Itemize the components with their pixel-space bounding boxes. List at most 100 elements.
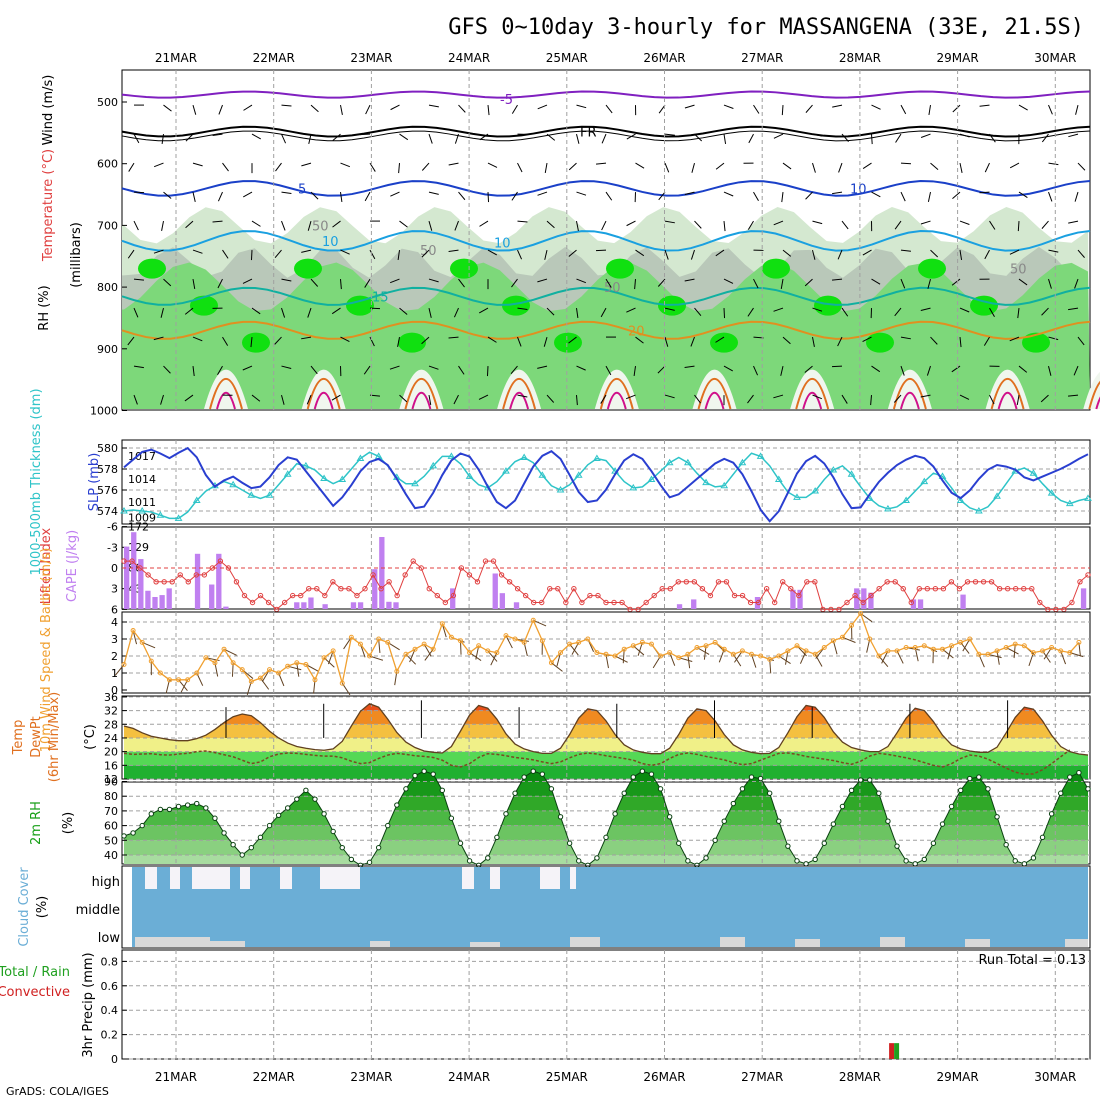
wind-barb bbox=[812, 336, 815, 347]
wind-barb bbox=[398, 163, 400, 174]
wind-barb bbox=[153, 336, 164, 341]
contour-25 bbox=[697, 377, 732, 410]
convective-column bbox=[497, 369, 542, 409]
thickness-point bbox=[702, 478, 710, 486]
lifted-index-point bbox=[555, 586, 561, 592]
rh-point bbox=[712, 837, 718, 843]
rh-point bbox=[466, 858, 473, 864]
wind-speed-point bbox=[839, 634, 845, 640]
wind-barb bbox=[568, 336, 577, 344]
low-cloud-gap bbox=[880, 937, 905, 947]
lifted-index-point bbox=[587, 592, 593, 599]
pressure-tick: 1000 bbox=[90, 405, 118, 418]
wind-speed-point bbox=[130, 628, 136, 633]
wind-speed-point bbox=[457, 638, 463, 644]
thickness-point bbox=[902, 496, 910, 503]
wind-barb bbox=[389, 278, 400, 284]
wind-barb bbox=[428, 104, 439, 108]
lifted-index-point bbox=[852, 592, 858, 599]
contour-label: 10 bbox=[850, 182, 867, 197]
wind-barb bbox=[281, 104, 292, 107]
wind-barb bbox=[576, 308, 579, 319]
wind-speed-point bbox=[630, 643, 636, 649]
contour-30 bbox=[411, 391, 432, 410]
wind-barb bbox=[983, 336, 990, 346]
wind-barb bbox=[163, 104, 172, 112]
temp-label-3: (6hr Min/Max) bbox=[47, 692, 62, 782]
rh-point bbox=[166, 806, 173, 813]
wind-barb bbox=[831, 365, 843, 368]
contour-freezing-2 bbox=[121, 130, 1091, 142]
rh-point bbox=[385, 822, 391, 829]
rh-point bbox=[139, 822, 145, 829]
wind-barb bbox=[454, 220, 459, 231]
wind-barb bbox=[511, 191, 518, 201]
wind-barb bbox=[1040, 394, 1049, 403]
day-label-bottom: 28MAR bbox=[839, 1070, 881, 1084]
convective-column bbox=[594, 369, 639, 409]
lifted-index-line bbox=[124, 560, 1089, 611]
wind-speed-tick: 2 bbox=[111, 650, 118, 663]
high-cloud-gap bbox=[280, 867, 292, 889]
wind-speed-tick: 4 bbox=[111, 616, 118, 629]
wind-barb bbox=[870, 395, 872, 406]
thickness-point bbox=[192, 496, 201, 503]
rh-patch bbox=[450, 258, 478, 279]
wind-speed-line bbox=[123, 612, 1080, 684]
lifted-index-point bbox=[410, 558, 416, 564]
rh-point bbox=[939, 821, 946, 827]
wind-barb bbox=[222, 249, 229, 259]
thickness-point bbox=[574, 471, 583, 478]
wind-barb bbox=[691, 162, 695, 173]
wind-barb bbox=[951, 278, 961, 286]
lifted-index-point bbox=[683, 579, 690, 585]
cape-bar bbox=[372, 569, 378, 609]
wind-barb bbox=[218, 104, 223, 115]
wind-barb bbox=[684, 104, 695, 109]
wind-speed-point bbox=[357, 641, 363, 647]
wind-barb bbox=[251, 220, 261, 227]
temp-band bbox=[124, 710, 1088, 725]
wind-speed-point bbox=[903, 645, 909, 650]
temp-band bbox=[124, 765, 1088, 779]
cloud-level-high: high bbox=[92, 875, 120, 890]
rh-point bbox=[685, 858, 691, 864]
wind-barb bbox=[428, 133, 433, 144]
wind-barb bbox=[576, 220, 579, 231]
cloud-cover-label: Cloud Cover bbox=[17, 867, 32, 947]
wind-speed-point bbox=[194, 670, 200, 676]
wind-barb bbox=[251, 307, 261, 315]
wind-barb bbox=[517, 220, 528, 223]
wind-barb bbox=[871, 365, 881, 373]
wind-barb bbox=[307, 307, 312, 318]
rh-point bbox=[1012, 858, 1018, 864]
wind-speed-point bbox=[967, 636, 973, 642]
lifted-index-point bbox=[611, 599, 617, 606]
rh-point bbox=[203, 805, 209, 811]
lifted-index-point bbox=[892, 579, 898, 585]
wind-speed-point bbox=[294, 660, 300, 666]
lifted-index-point bbox=[1013, 586, 1019, 592]
precip-tick: 0.6 bbox=[101, 980, 119, 993]
lifted-index-point bbox=[298, 592, 304, 599]
contour-30 bbox=[1095, 396, 1100, 410]
lifted-index-point bbox=[643, 599, 649, 606]
low-cloud-gap bbox=[370, 941, 390, 947]
lifted-index-point bbox=[233, 579, 240, 585]
thickness-label: 1000-500mb Thickness (dm) bbox=[29, 388, 44, 575]
rh-tick: 80 bbox=[104, 790, 118, 803]
wind-speed-point bbox=[521, 639, 527, 645]
rh-point bbox=[503, 811, 509, 817]
lifted-index-point bbox=[747, 599, 754, 606]
wind-barb bbox=[310, 365, 318, 375]
precip-legend-total: Total / Rain bbox=[0, 965, 70, 980]
wind-barb bbox=[397, 250, 400, 261]
wind-barb bbox=[458, 104, 466, 113]
wind-label: Wind (m/s) bbox=[41, 75, 56, 146]
lifted-index-point bbox=[980, 579, 987, 585]
rh-point bbox=[421, 768, 427, 774]
wind-speed-point bbox=[930, 646, 936, 652]
cape-bar bbox=[513, 602, 520, 609]
wind-barb bbox=[128, 162, 135, 172]
wind-speed-point bbox=[157, 670, 163, 676]
